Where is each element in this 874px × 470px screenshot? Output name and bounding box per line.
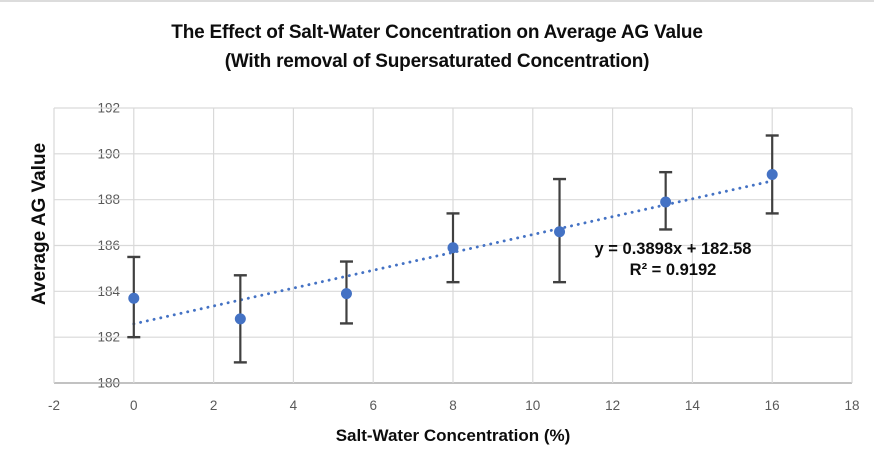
x-tick-label: 18 xyxy=(844,398,859,413)
x-tick-label: 4 xyxy=(290,398,298,413)
x-tick-label: 0 xyxy=(130,398,138,413)
data-point xyxy=(554,226,566,238)
chart-top-border xyxy=(0,0,874,2)
trendline-equation: y = 0.3898x + 182.58 xyxy=(594,240,752,258)
data-point xyxy=(340,288,352,300)
x-tick-label: 10 xyxy=(525,398,540,413)
x-tick-label: 8 xyxy=(449,398,457,413)
x-tick-label: 14 xyxy=(685,398,701,413)
trendline-annotation: y = 0.3898x + 182.58 R² = 0.9192 xyxy=(563,239,783,281)
chart-title-line2: (With removal of Supersaturated Concentr… xyxy=(224,51,650,72)
chart-title-line1: The Effect of Salt-Water Concentration o… xyxy=(171,22,703,43)
data-point xyxy=(128,292,140,304)
x-tick-label: -2 xyxy=(48,398,60,413)
x-axis-title: Salt-Water Concentration (%) xyxy=(335,426,571,445)
x-tick-label: 16 xyxy=(765,398,780,413)
chart-title: The Effect of Salt-Water Concentration o… xyxy=(0,18,874,76)
data-point xyxy=(234,313,246,325)
x-tick-label: 6 xyxy=(369,398,377,413)
data-point xyxy=(660,196,672,208)
x-tick-label: 12 xyxy=(605,398,620,413)
trendline-r-squared: R² = 0.9192 xyxy=(629,261,717,279)
data-point xyxy=(766,168,778,180)
x-tick-label: 2 xyxy=(210,398,218,413)
data-point xyxy=(447,242,459,254)
